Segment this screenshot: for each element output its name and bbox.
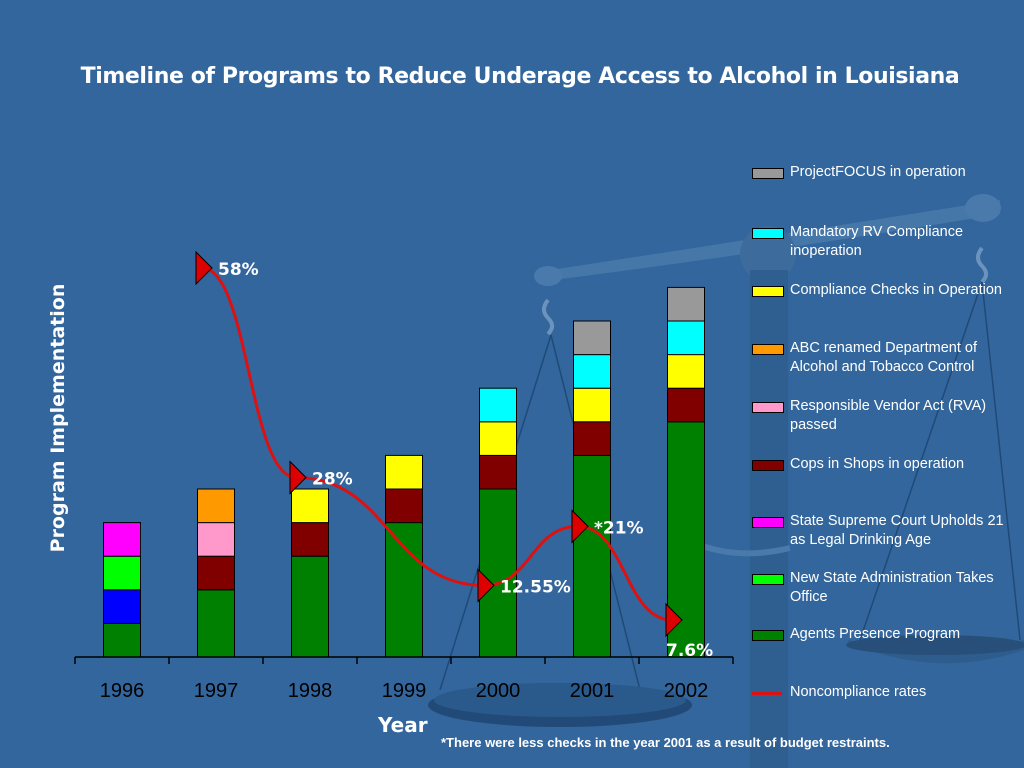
- x-tick-label-2001: 2001: [570, 680, 615, 702]
- legend-swatch: [752, 574, 784, 585]
- legend-swatch: [752, 630, 784, 641]
- legend-label: ABC renamed Department of Alcohol and To…: [790, 340, 977, 375]
- bar-segment-1996-2: [103, 555, 141, 591]
- bar-segment-1997-6: [197, 488, 235, 524]
- bar-segment-2001-9: [573, 320, 611, 356]
- legend-label: New State Administration Takes Office: [790, 570, 994, 605]
- bar-segment-1998-7: [291, 488, 329, 524]
- legend-label: ProjectFOCUS in operation: [790, 164, 966, 180]
- legend-swatch: [752, 692, 782, 695]
- bar-segment-2001-7: [573, 387, 611, 423]
- bar-segment-2002-8: [667, 320, 705, 356]
- x-tick-label-1997: 1997: [194, 680, 239, 702]
- x-tick-label-2002: 2002: [664, 680, 709, 702]
- noncompliance-marker-2000: [477, 568, 495, 603]
- legend-swatch: [752, 344, 784, 355]
- bar-segment-2002-9: [667, 286, 705, 322]
- noncompliance-marker-1998: [289, 460, 307, 495]
- bar-segment-1996-0: [103, 622, 141, 658]
- noncompliance-line: [201, 266, 673, 622]
- footnote: *There were less checks in the year 2001…: [441, 735, 890, 750]
- bar-segment-1998-3: [291, 522, 329, 557]
- bar-segment-1997-5: [197, 522, 235, 557]
- bar-segment-1997-3: [197, 555, 235, 591]
- bar-segment-1999-3: [385, 488, 423, 524]
- legend-label: Compliance Checks in Operation: [790, 282, 1002, 298]
- bar-segment-1997-0: [197, 589, 235, 658]
- noncompliance-marker-2002: [665, 602, 683, 638]
- legend-swatch: [752, 286, 784, 297]
- bar-segment-1999-0: [385, 522, 423, 658]
- bar-segment-1999-7: [385, 454, 423, 490]
- noncompliance-label-2001: *21%: [594, 518, 644, 538]
- legend-label: Mandatory RV Compliance inoperation: [790, 224, 964, 259]
- bar-segment-2002-7: [667, 354, 705, 389]
- bar-segment-2000-7: [479, 421, 517, 456]
- x-tick-label-1996: 1996: [100, 680, 145, 702]
- noncompliance-marker-1997: [195, 250, 213, 286]
- noncompliance-label-2002: 7.6%: [666, 641, 713, 661]
- bar-segment-1996-1: [103, 589, 141, 624]
- x-tick-label-2000: 2000: [476, 680, 521, 702]
- noncompliance-label-2000: 12.55%: [500, 577, 571, 597]
- bar-segment-2000-3: [479, 454, 517, 490]
- bar-segment-2002-3: [667, 387, 705, 423]
- legend-label: Cops in Shops in operation: [790, 456, 965, 472]
- legend-swatch: [752, 402, 784, 413]
- noncompliance-marker-2001: [571, 509, 589, 544]
- legend-swatch: [752, 228, 784, 239]
- legend-swatch: [752, 517, 784, 528]
- bar-segment-2000-8: [479, 387, 517, 423]
- bar-segment-2001-8: [573, 354, 611, 389]
- bar-segment-2000-0: [479, 488, 517, 658]
- legend-label: State Supreme Court Upholds 21 as Legal …: [790, 513, 1004, 548]
- x-tick-label-1998: 1998: [288, 680, 333, 702]
- noncompliance-label-1997: 58%: [218, 260, 259, 280]
- bar-segment-2001-3: [573, 421, 611, 456]
- slide-title: Timeline of Programs to Reduce Underage …: [80, 64, 960, 89]
- legend-label: Noncompliance rates: [790, 684, 927, 700]
- x-axis-label: Year: [378, 713, 428, 737]
- legend-swatch: [752, 460, 784, 471]
- legend-label: Agents Presence Program: [790, 626, 961, 642]
- legend-swatch: [752, 168, 784, 179]
- bar-segment-2001-0: [573, 454, 611, 658]
- x-tick-label-1999: 1999: [382, 680, 427, 702]
- bar-segment-1998-0: [291, 555, 329, 658]
- bar-segment-1996-4: [103, 522, 141, 557]
- noncompliance-label-1998: 28%: [312, 470, 353, 490]
- legend-label: Responsible Vendor Act (RVA) passed: [790, 398, 987, 433]
